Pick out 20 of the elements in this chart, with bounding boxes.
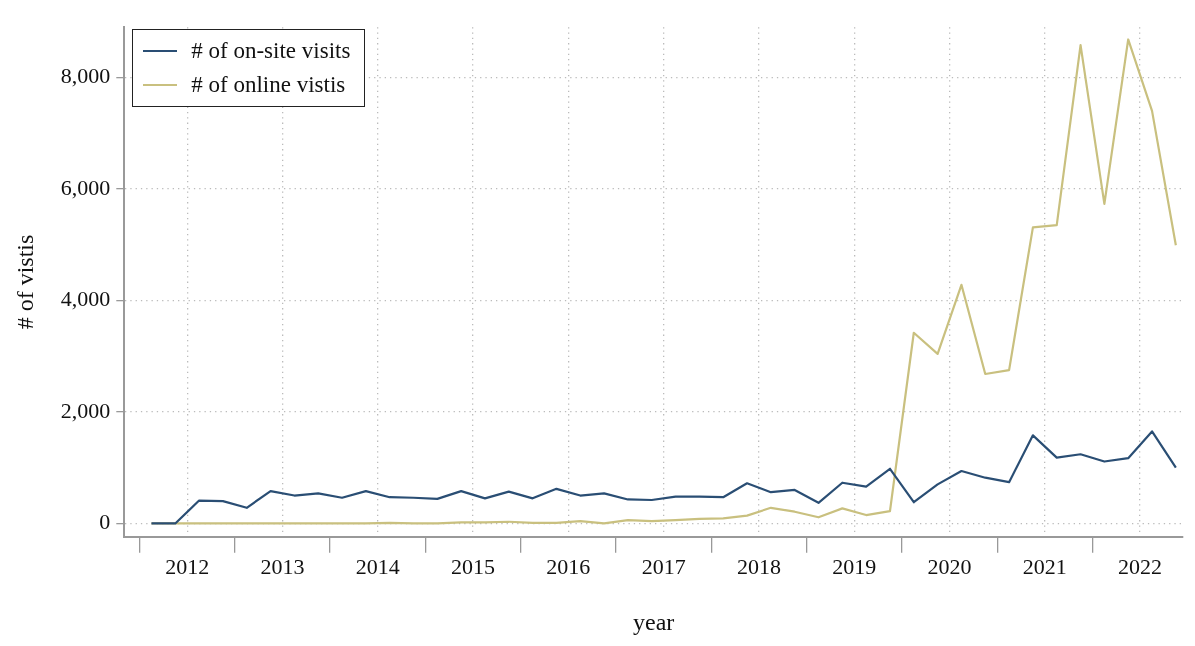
y-tick-label: 0 [99, 509, 111, 535]
x-tick-label: 2022 [1118, 553, 1163, 579]
x-tick-label: 2013 [260, 553, 305, 579]
legend-label: # of online vistis [191, 71, 346, 100]
x-tick-label: 2021 [1022, 553, 1067, 579]
x-tick-label: 2015 [451, 553, 496, 579]
x-tick-label: 2016 [546, 553, 591, 579]
x-tick-label: 2014 [355, 553, 400, 579]
x-tick-label: 2012 [165, 553, 210, 579]
y-axis-title: # of vistis [11, 234, 38, 330]
y-tick-label: 8,000 [60, 63, 111, 89]
x-tick-label: 2019 [832, 553, 877, 579]
x-tick-label: 2017 [641, 553, 686, 579]
x-tick-label: 2020 [927, 553, 972, 579]
y-tick-label: 4,000 [60, 286, 111, 312]
y-tick-label: 6,000 [60, 174, 111, 200]
x-axis-title: year [633, 608, 675, 635]
x-tick-label: 2018 [736, 553, 781, 579]
y-tick-label: 2,000 [60, 397, 111, 423]
legend-label: # of on-site visits [191, 37, 351, 66]
